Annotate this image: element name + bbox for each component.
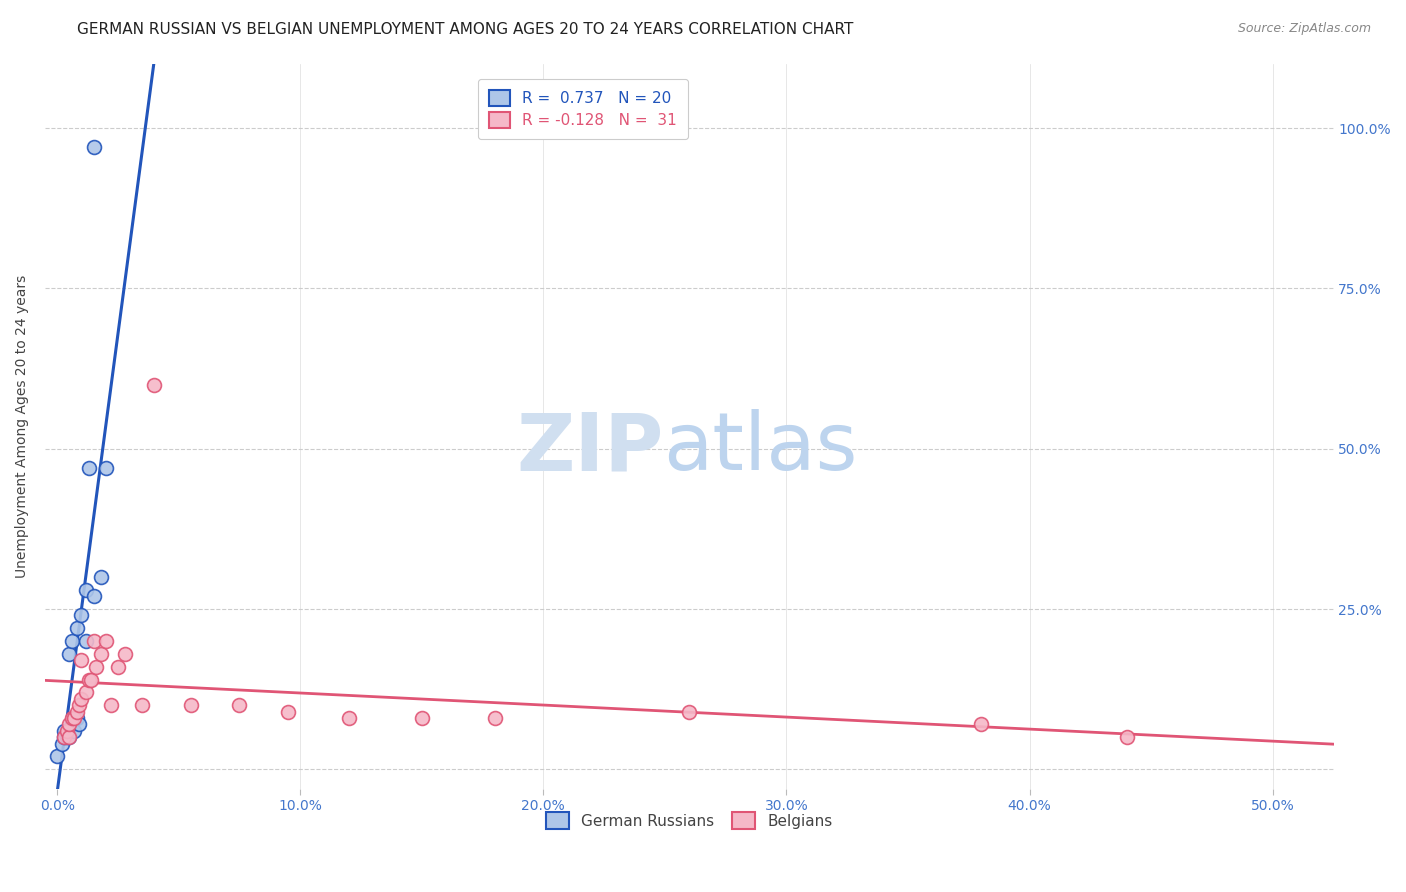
Point [90,647,112,661]
Point [67,698,90,713]
Point [94,461,117,475]
Point [970,717,993,731]
Point [53,723,76,738]
Point [107,659,129,673]
Point [56,723,79,738]
Point [75,685,97,699]
Point [143,377,166,392]
Point [411,711,433,725]
Point [65,705,87,719]
Point [58,730,80,744]
Point [60,634,83,648]
Point [46,749,69,764]
Point [77,461,100,475]
Point [131,698,153,713]
Point [65,711,87,725]
Point [114,647,136,661]
Point [1115,730,1137,744]
Point [70,653,93,667]
Point [84,659,107,673]
Point [484,711,506,725]
Point [70,691,93,706]
Point [58,647,80,661]
Point [277,705,299,719]
Point [337,711,360,725]
Point [80,673,103,687]
Point [180,698,202,713]
Legend: German Russians, Belgians: German Russians, Belgians [540,806,839,835]
Point [75,582,97,597]
Point [678,705,700,719]
Point [58,717,80,731]
Point [70,608,93,623]
Point [63,711,86,725]
Text: ZIP: ZIP [516,409,664,487]
Point [83,634,105,648]
Point [83,589,105,603]
Point [94,634,117,648]
Point [63,723,86,738]
Point [51,737,73,751]
Point [100,698,122,713]
Point [58,730,80,744]
Point [53,730,76,744]
Point [75,634,97,648]
Point [83,140,105,154]
Text: atlas: atlas [664,409,858,487]
Point [67,717,90,731]
Text: GERMAN RUSSIAN VS BELGIAN UNEMPLOYMENT AMONG AGES 20 TO 24 YEARS CORRELATION CHA: GERMAN RUSSIAN VS BELGIAN UNEMPLOYMENT A… [77,22,853,37]
Point [60,711,83,725]
Point [77,673,100,687]
Point [90,570,112,584]
Text: Source: ZipAtlas.com: Source: ZipAtlas.com [1237,22,1371,36]
Point [65,621,87,635]
Point [228,698,250,713]
Point [53,730,76,744]
Point [56,730,79,744]
Y-axis label: Unemployment Among Ages 20 to 24 years: Unemployment Among Ages 20 to 24 years [15,275,30,578]
